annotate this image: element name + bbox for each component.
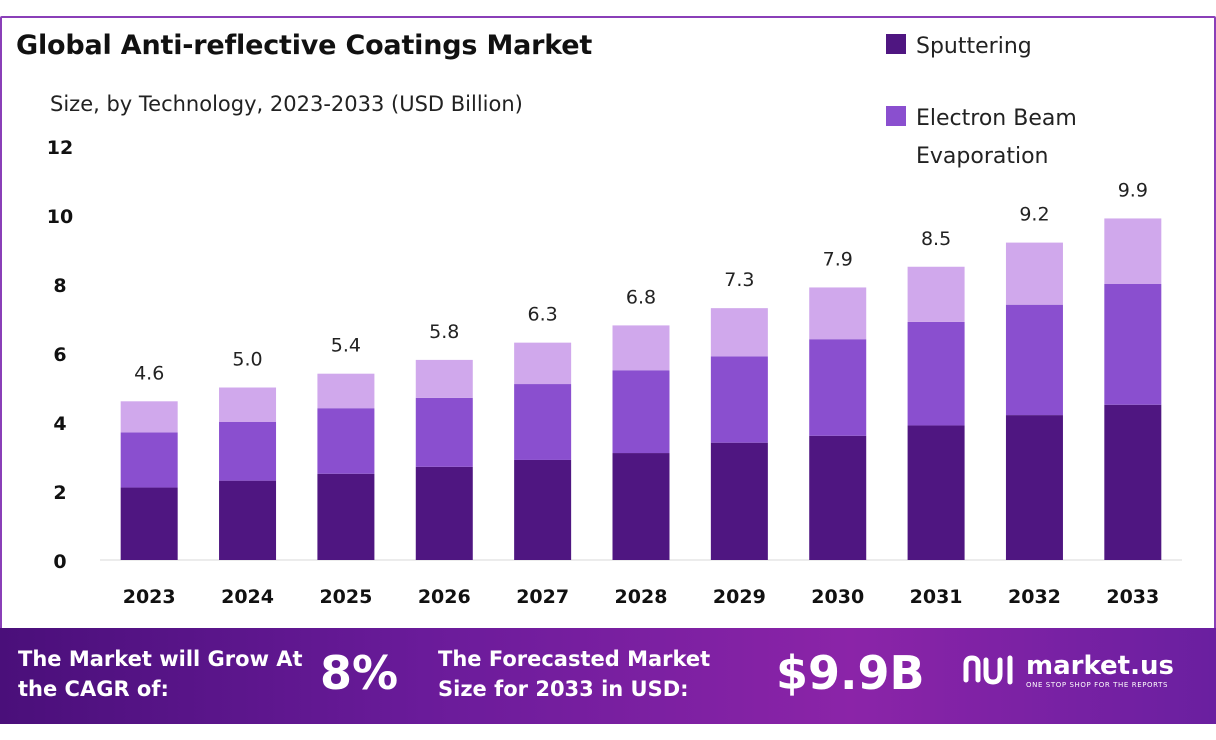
bar-segment-1-2026 — [415, 466, 473, 560]
bar-segment-3-2026 — [415, 359, 473, 398]
bar-segment-3-2032 — [1005, 242, 1063, 305]
chart-subtitle: Size, by Technology, 2023-2033 (USD Bill… — [50, 92, 523, 116]
chart-title: Global Anti-reflective Coatings Market — [16, 30, 593, 61]
data-label-2029: 7.3 — [724, 269, 754, 291]
bar-segment-2-2028 — [612, 370, 670, 454]
legend-swatch-electron-beam — [886, 106, 906, 126]
x-tick-label-2032: 2032 — [1008, 586, 1061, 608]
bar-segment-1-2031 — [907, 425, 965, 560]
bar-segment-2-2026 — [415, 397, 473, 467]
data-label-2023: 4.6 — [134, 362, 164, 384]
data-label-2027: 6.3 — [528, 304, 558, 326]
y-tick-label: 2 — [53, 482, 66, 504]
data-label-2028: 6.8 — [626, 286, 656, 308]
bar-segment-2-2031 — [907, 321, 965, 426]
data-label-2026: 5.8 — [429, 321, 459, 343]
brand-text: market.us ONE STOP SHOP FOR THE REPORTS — [1026, 651, 1174, 689]
bar-segment-3-2031 — [907, 266, 965, 322]
data-label-2030: 7.9 — [823, 248, 853, 270]
x-tick-label-2030: 2030 — [811, 586, 864, 608]
x-tick-label-2028: 2028 — [615, 586, 668, 608]
bar-segment-2-2027 — [514, 384, 572, 460]
bar-segment-2-2023 — [120, 432, 178, 488]
x-tick-label-2026: 2026 — [418, 586, 471, 608]
bar-segment-3-2025 — [317, 373, 375, 409]
x-tick-label-2025: 2025 — [319, 586, 372, 608]
y-tick-label: 6 — [53, 344, 66, 366]
cagr-label: The Market will Grow At the CAGR of: — [18, 647, 303, 701]
bar-segment-2-2029 — [710, 356, 768, 443]
x-tick-label-2031: 2031 — [910, 586, 963, 608]
brand-logo: market.us ONE STOP SHOP FOR THE REPORTS — [962, 650, 1174, 690]
legend-label-electron-beam: Electron Beam Evaporation — [916, 106, 1077, 169]
data-label-2033: 9.9 — [1118, 179, 1148, 201]
x-tick-label-2027: 2027 — [516, 586, 569, 608]
y-tick-label: 0 — [53, 551, 66, 573]
legend-swatch-sputtering — [886, 34, 906, 54]
bar-segment-1-2029 — [710, 442, 768, 560]
bar-segment-2-2032 — [1005, 304, 1063, 416]
bar-segment-1-2028 — [612, 453, 670, 560]
bar-segment-2-2025 — [317, 408, 375, 474]
bar-segment-3-2030 — [809, 287, 867, 340]
x-tick-label-2029: 2029 — [713, 586, 766, 608]
y-tick-label: 4 — [53, 413, 66, 435]
footer-banner: The Market will Grow At the CAGR of: 8% … — [0, 628, 1216, 724]
market-us-logo-icon — [963, 655, 1013, 685]
y-tick-label: 8 — [53, 275, 66, 297]
bar-segment-1-2030 — [809, 435, 867, 560]
bar-segment-2-2024 — [219, 422, 277, 481]
bar-segment-3-2029 — [710, 308, 768, 357]
bar-segment-3-2028 — [612, 325, 670, 371]
bar-segment-1-2025 — [317, 473, 375, 560]
bar-segment-1-2027 — [514, 459, 572, 560]
y-tick-label: 10 — [47, 206, 73, 228]
data-label-2032: 9.2 — [1019, 204, 1049, 226]
forecast-value: $9.9B — [776, 646, 925, 700]
bar-segment-1-2032 — [1005, 415, 1063, 560]
y-tick-label: 12 — [47, 137, 73, 159]
legend-label-sputtering: Sputtering — [916, 34, 1032, 59]
bar-segment-3-2023 — [120, 401, 178, 433]
brand-name: market.us — [1026, 651, 1174, 681]
x-tick-label-2033: 2033 — [1106, 586, 1159, 608]
legend-item-electron-beam: Electron Beam Evaporation — [886, 100, 1116, 176]
bar-segment-2-2030 — [809, 339, 867, 436]
data-label-2031: 8.5 — [921, 228, 951, 250]
bar-segment-3-2027 — [514, 342, 572, 385]
x-tick-label-2023: 2023 — [123, 586, 176, 608]
bar-segment-3-2024 — [219, 387, 277, 422]
data-label-2025: 5.4 — [331, 335, 361, 357]
bar-segment-3-2033 — [1104, 218, 1162, 284]
brand-tagline: ONE STOP SHOP FOR THE REPORTS — [1026, 681, 1169, 689]
bar-segment-1-2023 — [120, 487, 178, 560]
legend-item-sputtering: Sputtering — [886, 28, 1116, 66]
forecast-label: The Forecasted Market Size for 2033 in U… — [438, 647, 711, 701]
bar-segment-2-2033 — [1104, 284, 1162, 405]
x-tick-label-2024: 2024 — [221, 586, 274, 608]
stacked-bar-chart: 0 2 4 6 8 10 12 4.6 2023 5.0 2024 5.4 2025 5.8 2026 6.3… — [47, 137, 1182, 608]
bar-segment-1-2024 — [219, 480, 277, 560]
bar-segment-1-2033 — [1104, 404, 1162, 560]
cagr-value: 8% — [320, 646, 399, 700]
data-label-2024: 5.0 — [232, 349, 262, 371]
